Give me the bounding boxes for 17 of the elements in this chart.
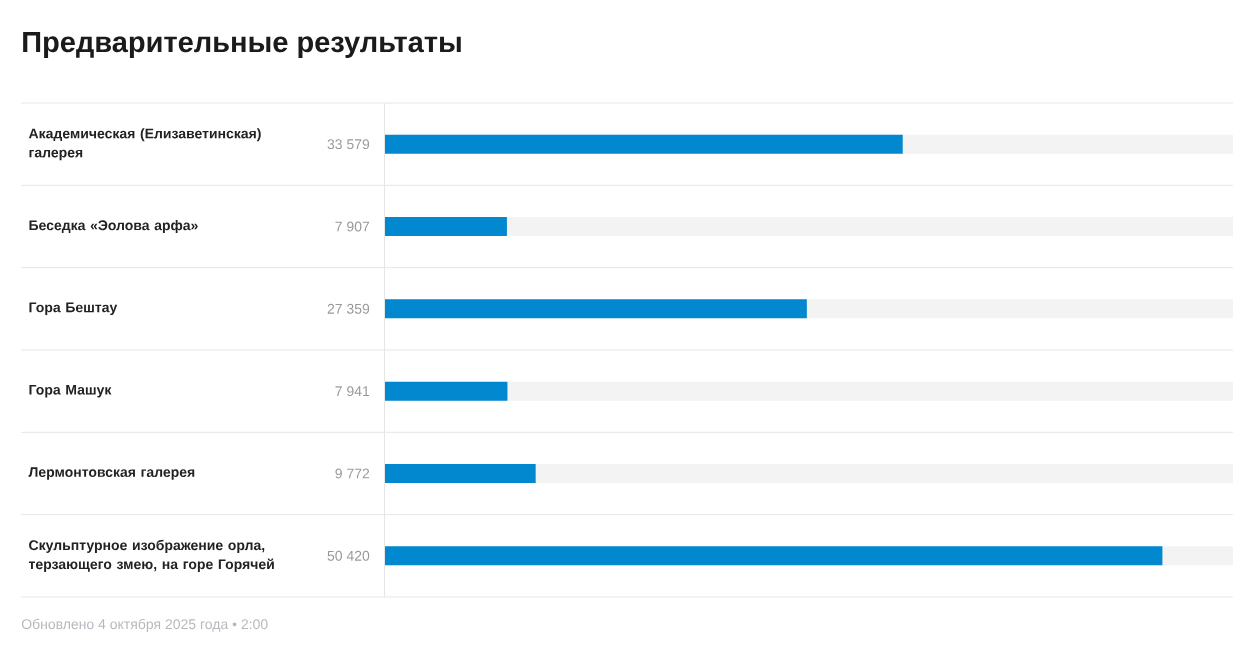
text: Обновлено 4 октября 2025 года • 2:00: [21, 618, 268, 632]
data-label: 27 359: [327, 303, 370, 314]
chart-title: Предварительные результаты: [23, 32, 461, 58]
bar: [385, 381, 508, 401]
y-tick-label: Гора Машук: [29, 384, 112, 398]
bar: [385, 463, 536, 483]
data-label: 7 941: [335, 386, 370, 397]
y-tick-label: Лермонтовская галерея: [28, 467, 195, 480]
y-tick-label: Беседка «Эолова арфа»: [29, 219, 198, 234]
y-tick-label: Гора Бештау: [29, 302, 118, 316]
y-tick-label: Скульптурное изображение орла, терзающего змею, на горе Горячей: [28, 539, 274, 572]
data-label: 7 907: [335, 221, 370, 232]
data-label: 33 579: [327, 139, 370, 150]
data-label: 50 420: [327, 550, 370, 561]
bar: [385, 216, 507, 236]
y-tick-label: Академическая (Елизаветинская) галерея: [28, 128, 261, 161]
data-label: 9 772: [335, 468, 370, 479]
